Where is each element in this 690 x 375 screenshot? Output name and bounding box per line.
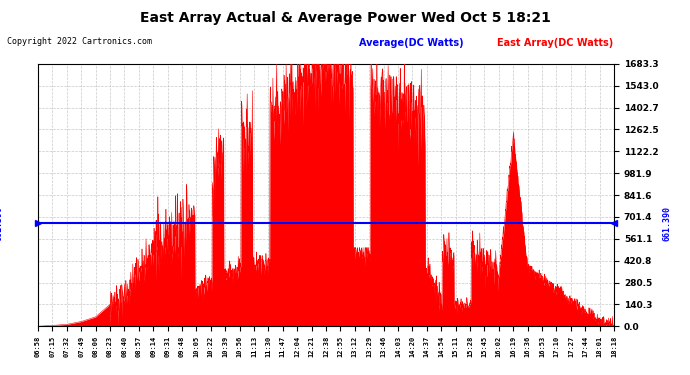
Text: 661.390: 661.390 xyxy=(662,206,671,241)
Text: East Array(DC Watts): East Array(DC Watts) xyxy=(497,38,613,48)
Text: Copyright 2022 Cartronics.com: Copyright 2022 Cartronics.com xyxy=(7,38,152,46)
Text: 661.390: 661.390 xyxy=(0,206,3,241)
Text: Average(DC Watts): Average(DC Watts) xyxy=(359,38,464,48)
Text: East Array Actual & Average Power Wed Oct 5 18:21: East Array Actual & Average Power Wed Oc… xyxy=(139,11,551,25)
